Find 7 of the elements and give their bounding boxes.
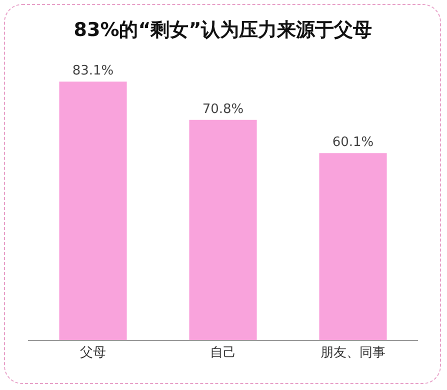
chart-title: 83%的“剩女”认为压力来源于父母 — [74, 19, 372, 42]
x-tick-label: 朋友、同事 — [320, 342, 386, 361]
x-tick-label: 自己 — [210, 342, 236, 361]
data-label: 60.1% — [332, 135, 374, 150]
data-label: 83.1% — [72, 64, 114, 79]
x-tick-label: 父母 — [80, 342, 106, 361]
data-label: 70.8% — [202, 102, 244, 117]
